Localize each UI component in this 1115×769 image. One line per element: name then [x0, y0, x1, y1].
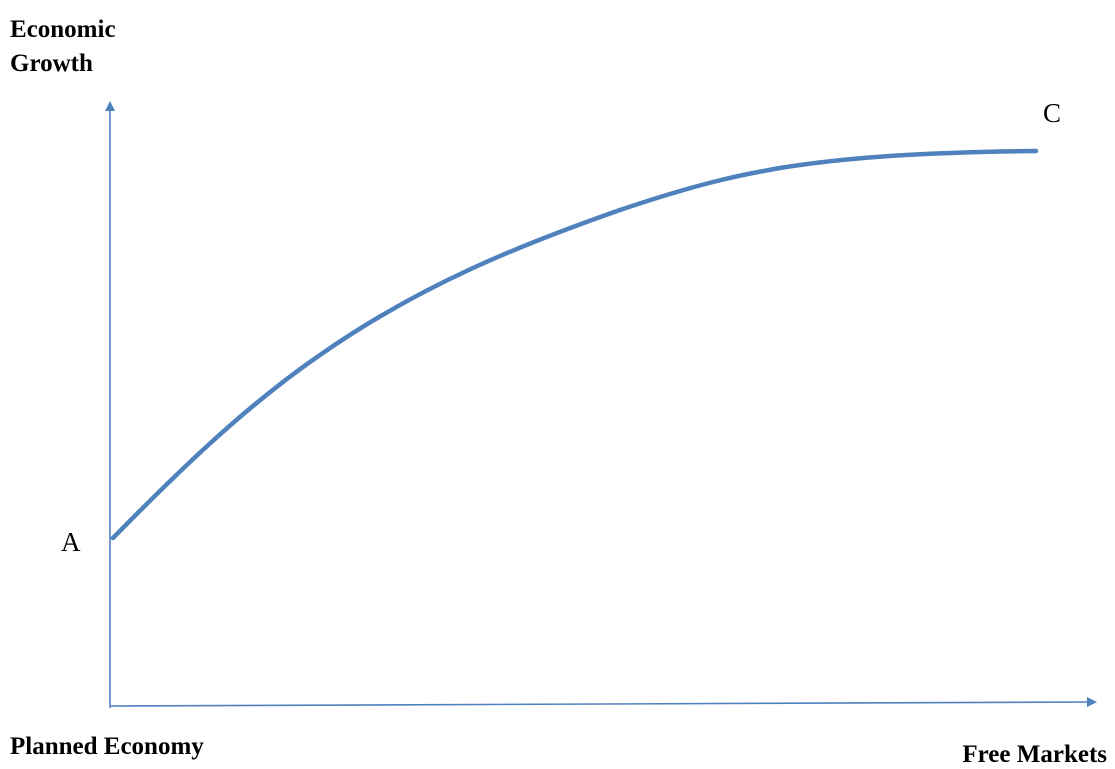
x-axis-end-label: Free Markets: [962, 741, 1107, 768]
y-axis-label-line1: Economic: [10, 16, 116, 43]
x-axis: [109, 697, 1097, 708]
point-c-label: C: [1043, 98, 1061, 128]
x-axis-start-label: Planned Economy: [10, 733, 204, 760]
y-axis-label-line2: Growth: [10, 50, 93, 77]
point-a-label: A: [61, 527, 81, 557]
growth-curve: [110, 148, 1039, 541]
